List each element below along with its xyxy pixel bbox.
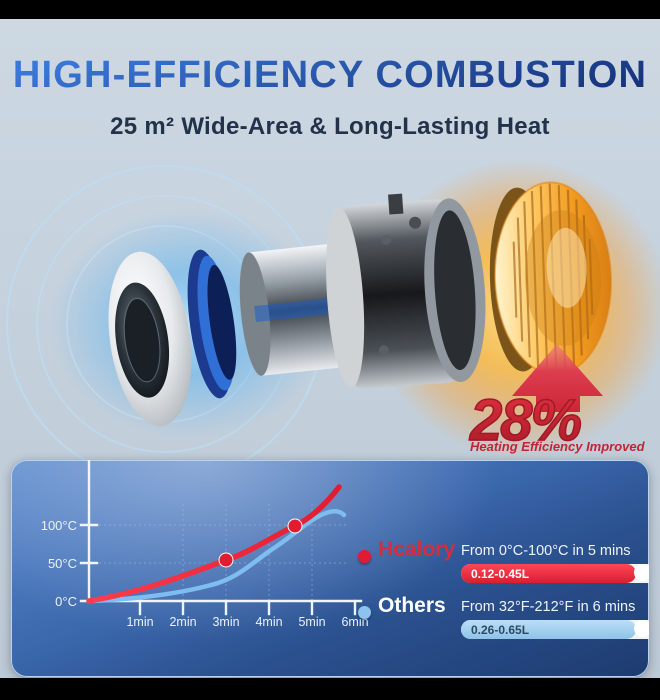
svg-text:2min: 2min xyxy=(169,615,196,629)
svg-text:50°C: 50°C xyxy=(48,556,77,571)
svg-text:1min: 1min xyxy=(126,615,153,629)
svg-text:5min: 5min xyxy=(298,615,325,629)
svg-text:0°C: 0°C xyxy=(55,594,77,609)
svg-text:100°C: 100°C xyxy=(41,518,77,533)
svg-text:3min: 3min xyxy=(212,615,239,629)
svg-text:4min: 4min xyxy=(255,615,282,629)
